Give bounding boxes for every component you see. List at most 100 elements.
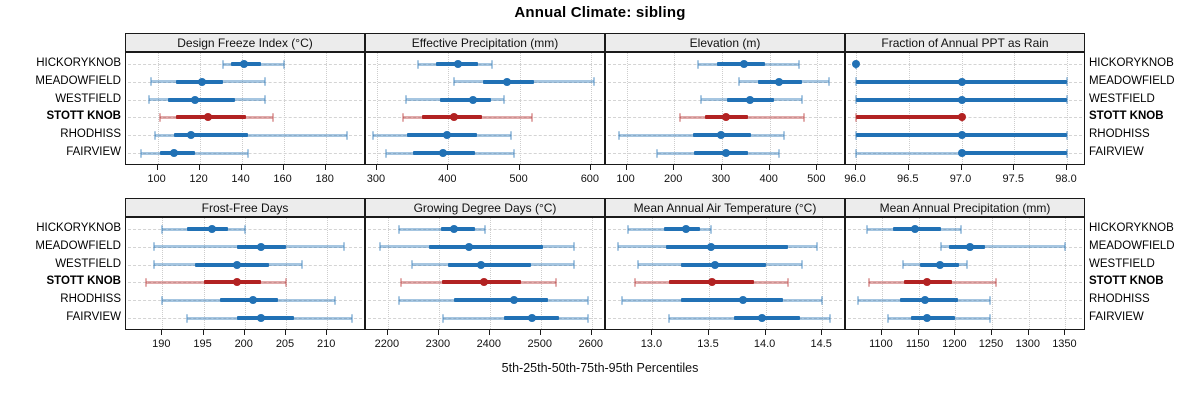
strip-label: Mean Annual Precipitation (mm)	[879, 200, 1051, 215]
median-dot	[923, 314, 932, 322]
iqr-bar-25-75	[195, 262, 270, 267]
x-tick-label: 97.0	[949, 173, 972, 185]
median-dot	[207, 225, 216, 233]
station-label-right-westfield: WESTFIELD	[1089, 257, 1155, 270]
whisker-cap	[417, 59, 420, 69]
x-tick-label: 140	[231, 173, 250, 185]
whisker-cap	[301, 260, 304, 270]
x-tick-label: 210	[317, 338, 336, 350]
x-tick-label: 1200	[942, 338, 967, 350]
x-tick-label: 2400	[476, 338, 502, 350]
station-label-right-meadowfield: MEADOWFIELD	[1089, 239, 1175, 252]
whisker-cap	[994, 277, 997, 287]
panel-strip-mean-annual-precipitation-mm: Mean Annual Precipitation (mm)	[845, 198, 1085, 217]
x-tick	[285, 330, 286, 335]
row-guide	[128, 81, 362, 83]
row-guide	[608, 99, 842, 101]
row-guide	[128, 153, 362, 154]
strip-label: Effective Precipitation (mm)	[411, 35, 559, 50]
gridline	[489, 218, 491, 329]
x-tick	[1027, 330, 1029, 335]
x-tick	[156, 165, 158, 170]
gridline	[519, 53, 521, 164]
iqr-bar-25-75	[680, 262, 766, 267]
x-tick-label: 300	[366, 173, 386, 185]
x-tick	[1013, 165, 1015, 170]
iqr-bar-25-75	[174, 133, 248, 138]
whisker-cap	[960, 224, 963, 234]
x-tick-label: 100	[147, 173, 166, 185]
x-tick	[488, 330, 490, 335]
panel-effective-precipitation-mm	[365, 52, 605, 165]
whisker-cap	[815, 242, 818, 252]
median-dot	[197, 77, 206, 86]
row-guide	[128, 99, 362, 101]
iqr-bar-25-75	[187, 227, 229, 231]
gridline	[765, 218, 767, 329]
median-dot	[682, 225, 691, 233]
x-tick-label: 14.0	[753, 338, 776, 350]
row-guide	[368, 229, 602, 230]
station-label-left-westfield: WESTFIELD	[55, 92, 121, 105]
gridline	[709, 218, 711, 329]
whisker-cap	[966, 260, 969, 270]
whisker-cap	[710, 224, 713, 234]
whisker-cap	[148, 95, 151, 105]
median-dot	[957, 149, 966, 157]
iqr-bar-25-75	[680, 298, 783, 303]
whisker-cap	[411, 260, 414, 270]
x-tick-label: 98.0	[1055, 173, 1077, 185]
whisker-cap	[586, 295, 589, 305]
strip-label: Frost-Free Days	[201, 200, 289, 215]
whisker-cap	[620, 295, 623, 305]
x-tick	[816, 165, 818, 170]
whisker-cap	[1066, 148, 1068, 158]
iqr-bar-25-75	[448, 262, 531, 267]
station-label-left-hickoryknob: HICKORYKNOB	[36, 57, 121, 69]
x-tick-label: 205	[275, 338, 295, 350]
median-dot	[170, 149, 179, 157]
x-tick	[326, 330, 328, 335]
x-tick-label: 300	[711, 173, 731, 185]
whisker-cap	[1066, 95, 1068, 105]
row-guide	[848, 300, 1082, 302]
station-label-right-stott-knob: STOTT KNOB	[1089, 110, 1164, 123]
x-tick-label: 2600	[578, 338, 603, 350]
whisker-cap	[483, 224, 486, 234]
x-tick	[589, 165, 591, 170]
median-dot	[450, 225, 459, 233]
x-tick	[880, 330, 882, 335]
whisker-cap	[139, 148, 142, 158]
whisker-cap	[530, 112, 533, 122]
station-label-left-fairview: FAIRVIEW	[66, 146, 121, 158]
median-dot	[469, 95, 478, 104]
median-dot	[503, 77, 512, 86]
iqr-bar-25-75	[911, 316, 956, 320]
whisker-cap	[153, 242, 156, 252]
whisker-cap	[345, 130, 348, 140]
x-tick-label: 1300	[1015, 338, 1040, 350]
whisker-cap	[867, 277, 870, 287]
panel-mean-annual-air-temperature-c	[605, 217, 845, 330]
median-dot	[716, 131, 725, 140]
x-tick	[764, 330, 766, 335]
x-tick-label: 96.5	[897, 173, 919, 185]
x-tick	[768, 165, 770, 170]
iqr-bar-25-75	[663, 227, 700, 231]
whisker-cap	[668, 313, 671, 323]
whisker-cap	[988, 295, 991, 305]
x-tick	[651, 330, 653, 335]
row-guide	[368, 318, 602, 319]
whisker-cap	[778, 148, 781, 158]
iqr-bar-25-75	[666, 244, 789, 249]
median-dot	[479, 278, 488, 287]
x-tick-label: 200	[234, 338, 253, 350]
median-dot	[187, 131, 196, 140]
x-tick	[960, 165, 962, 170]
gridline	[203, 218, 205, 329]
whisker-cap	[263, 95, 266, 105]
row-guide	[608, 81, 842, 83]
gridline	[325, 53, 327, 164]
gridline	[881, 218, 883, 329]
median-dot	[707, 242, 716, 251]
